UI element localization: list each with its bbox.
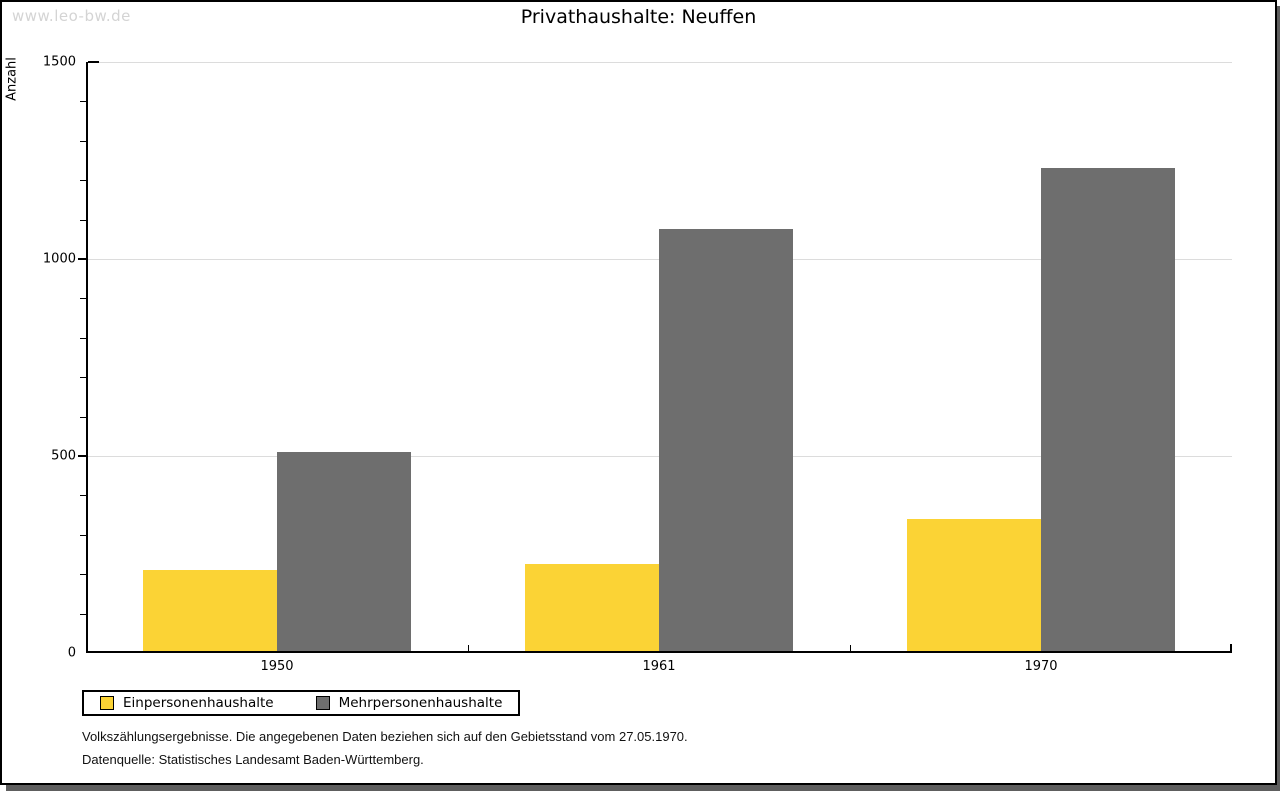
x-tick-label-1970: 1970 [1024, 659, 1058, 674]
y-tick-500 [78, 455, 86, 457]
gridline-1500 [88, 62, 1232, 63]
bar-einpersonenhaushalte-1950 [143, 570, 277, 651]
x-tick-label-1950: 1950 [260, 659, 294, 674]
x-axis-end-tick [1230, 644, 1232, 651]
y-tick-label-0: 0 [67, 645, 76, 661]
y-minor-tick-1200 [80, 180, 86, 181]
y-tick-1000 [78, 258, 86, 260]
y-tick-1500 [88, 61, 99, 63]
bar-mehrpersonenhaushalte-1950 [277, 452, 411, 651]
y-minor-tick-100 [80, 614, 86, 615]
legend-swatch-mehrpersonenhaushalte [315, 696, 330, 710]
y-minor-tick-1300 [80, 141, 86, 142]
y-tick-label-1500: 1500 [42, 54, 76, 70]
x-tick-label-1961: 1961 [642, 659, 676, 674]
chart-title: Privathaushalte: Neuffen [520, 6, 757, 28]
legend: Einpersonenhaushalte Mehrpersonenhaushalt… [82, 690, 521, 716]
y-minor-tick-400 [80, 495, 86, 496]
y-minor-tick-300 [80, 535, 86, 536]
plot-area: 0 500 1000 1500 1950 1961 1970 [43, 55, 1232, 674]
legend-item-einpersonenhaushalte: Einpersonenhaushalte [100, 695, 274, 711]
y-tick-label-500: 500 [51, 448, 76, 464]
x-axis-line [86, 651, 1232, 653]
x-tick-1 [468, 645, 469, 651]
bar-einpersonenhaushalte-1970 [907, 519, 1041, 651]
footnote-line: Datenquelle: Statistisches Landesamt Bad… [82, 752, 424, 767]
window-shadow-bottom [6, 785, 1280, 791]
legend-swatch-einpersonenhaushalte [100, 696, 114, 710]
bar-mehrpersonenhaushalte-1961 [659, 229, 793, 651]
y-minor-tick-900 [80, 298, 86, 299]
window-shadow-right [1277, 6, 1280, 791]
legend-item-mehrpersonenhaushalte: Mehrpersonenhaushalte [315, 695, 503, 711]
footnotes: Volkszählungsergebnisse. Die angegebenen… [82, 729, 688, 775]
y-minor-tick-1100 [80, 220, 86, 221]
x-tick-2 [850, 645, 851, 651]
watermark: www.leo-bw.de [12, 7, 131, 25]
legend-label: Mehrpersonenhaushalte [338, 695, 503, 711]
y-axis-label: Anzahl [4, 57, 20, 101]
bar-einpersonenhaushalte-1961 [525, 564, 659, 651]
y-minor-tick-200 [80, 574, 86, 575]
legend-label: Einpersonenhaushalte [123, 695, 274, 711]
y-minor-tick-600 [80, 417, 86, 418]
y-tick-label-1000: 1000 [42, 251, 76, 267]
y-minor-tick-1400 [80, 101, 86, 102]
bar-mehrpersonenhaushalte-1970 [1041, 168, 1175, 651]
y-axis-line [86, 62, 88, 653]
y-minor-tick-700 [80, 377, 86, 378]
y-minor-tick-800 [80, 338, 86, 339]
footnote-line: Volkszählungsergebnisse. Die angegebenen… [82, 729, 688, 744]
